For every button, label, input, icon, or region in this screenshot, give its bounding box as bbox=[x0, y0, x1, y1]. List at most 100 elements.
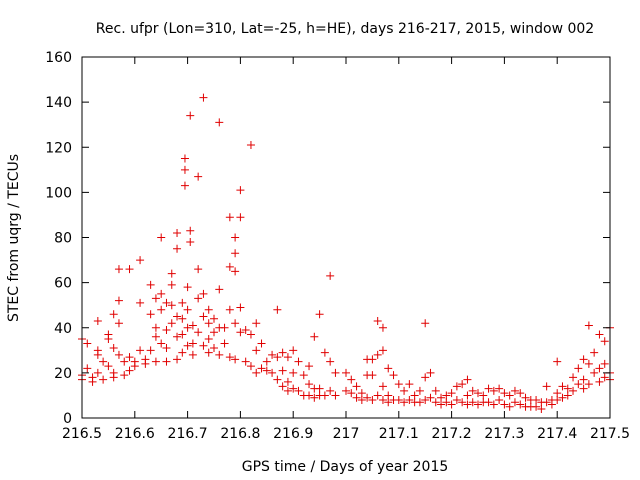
data-point bbox=[252, 319, 261, 328]
chart-title: Rec. ufpr (Lon=310, Lat=-25, h=HE), days… bbox=[96, 21, 594, 37]
data-point bbox=[162, 344, 171, 353]
x-tick-label: 216.8 bbox=[220, 426, 260, 442]
data-point bbox=[273, 305, 282, 314]
data-point bbox=[537, 404, 546, 413]
data-point bbox=[484, 384, 493, 393]
data-point bbox=[315, 384, 324, 393]
data-point bbox=[283, 353, 292, 362]
data-point bbox=[500, 400, 509, 409]
data-point bbox=[590, 348, 599, 357]
data-point bbox=[183, 323, 192, 332]
data-point bbox=[220, 323, 229, 332]
data-point bbox=[151, 323, 160, 332]
x-axis-label: GPS time / Days of year 2015 bbox=[242, 459, 449, 475]
data-point bbox=[93, 368, 102, 377]
data-point bbox=[188, 339, 197, 348]
data-point bbox=[574, 380, 583, 389]
data-point bbox=[326, 271, 335, 280]
data-point bbox=[109, 344, 118, 353]
data-point bbox=[357, 389, 366, 398]
data-point bbox=[516, 400, 525, 409]
data-point bbox=[220, 339, 229, 348]
data-point bbox=[357, 395, 366, 404]
data-point bbox=[289, 346, 298, 355]
data-point bbox=[194, 328, 203, 337]
data-point bbox=[442, 398, 451, 407]
data-point bbox=[400, 398, 409, 407]
data-point bbox=[88, 377, 97, 386]
y-tick-label: 140 bbox=[45, 95, 72, 111]
data-point bbox=[532, 395, 541, 404]
x-tick-label: 217.1 bbox=[379, 426, 419, 442]
data-point bbox=[146, 310, 155, 319]
data-point bbox=[331, 391, 340, 400]
data-point bbox=[289, 368, 298, 377]
data-point bbox=[199, 312, 208, 321]
data-point bbox=[363, 393, 372, 402]
data-point bbox=[231, 249, 240, 258]
data-point bbox=[289, 384, 298, 393]
data-point bbox=[310, 393, 319, 402]
data-point bbox=[516, 389, 525, 398]
data-point bbox=[183, 341, 192, 350]
data-point bbox=[268, 350, 277, 359]
data-point bbox=[326, 386, 335, 395]
data-point bbox=[283, 377, 292, 386]
data-point bbox=[225, 213, 234, 222]
data-point bbox=[378, 346, 387, 355]
x-tick-label: 216.7 bbox=[168, 426, 208, 442]
data-point bbox=[99, 357, 108, 366]
data-point bbox=[595, 364, 604, 373]
data-point bbox=[384, 398, 393, 407]
data-point bbox=[104, 362, 113, 371]
data-point bbox=[405, 395, 414, 404]
data-point bbox=[468, 386, 477, 395]
data-point bbox=[442, 391, 451, 400]
data-point bbox=[294, 357, 303, 366]
data-point bbox=[547, 400, 556, 409]
data-point bbox=[204, 335, 213, 344]
data-point bbox=[199, 341, 208, 350]
data-point bbox=[553, 389, 562, 398]
data-point bbox=[173, 244, 182, 253]
x-tick-label: 216.6 bbox=[115, 426, 155, 442]
data-point bbox=[542, 398, 551, 407]
data-point bbox=[342, 386, 350, 395]
y-tick-label: 60 bbox=[54, 276, 72, 292]
data-point bbox=[252, 368, 261, 377]
data-point bbox=[162, 326, 171, 335]
data-point bbox=[294, 386, 303, 395]
data-point bbox=[114, 319, 123, 328]
data-point bbox=[125, 353, 134, 362]
data-point bbox=[315, 310, 324, 319]
data-point bbox=[431, 398, 440, 407]
data-point bbox=[231, 319, 240, 328]
data-point bbox=[305, 380, 314, 389]
data-point bbox=[180, 154, 189, 163]
data-point bbox=[183, 305, 192, 314]
data-point bbox=[109, 373, 118, 382]
data-point bbox=[299, 371, 308, 380]
data-point bbox=[151, 294, 160, 303]
y-tick-label: 160 bbox=[45, 50, 72, 66]
data-point bbox=[320, 348, 329, 357]
data-point bbox=[600, 359, 609, 368]
data-point bbox=[225, 353, 234, 362]
x-tick-label: 216.9 bbox=[273, 426, 313, 442]
data-point bbox=[246, 140, 255, 149]
data-point bbox=[186, 111, 195, 120]
data-point bbox=[563, 384, 572, 393]
data-point bbox=[183, 283, 192, 292]
data-point bbox=[231, 355, 240, 364]
data-point bbox=[162, 357, 171, 366]
data-point bbox=[178, 298, 187, 307]
y-tick-label: 100 bbox=[45, 185, 72, 201]
data-point bbox=[320, 391, 329, 400]
data-point bbox=[151, 357, 160, 366]
x-tick-label: 217.3 bbox=[484, 426, 524, 442]
data-point bbox=[474, 400, 482, 409]
data-point bbox=[120, 357, 129, 366]
data-point bbox=[426, 368, 435, 377]
data-point bbox=[167, 280, 176, 289]
data-point bbox=[368, 355, 377, 364]
